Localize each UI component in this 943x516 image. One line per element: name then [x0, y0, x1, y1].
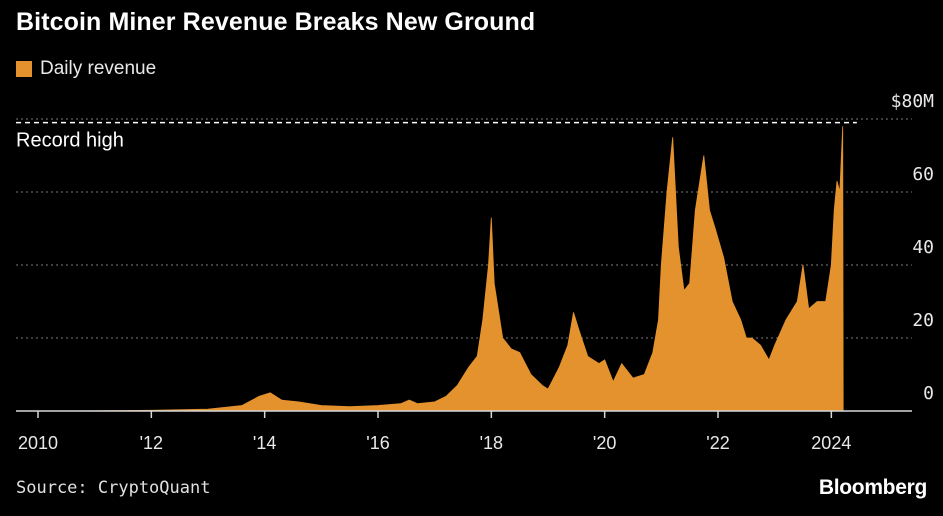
source-note: Source: CryptoQuant [16, 478, 211, 498]
x-tick-label: '14 [253, 433, 276, 453]
y-tick-label: 0 [923, 383, 934, 404]
x-tick-label: '22 [706, 433, 729, 453]
brand-logo: Bloomberg [818, 476, 927, 499]
x-tick-label: 2024 [811, 433, 851, 453]
series-area-daily-revenue [37, 126, 844, 412]
y-tick-label: 60 [912, 164, 934, 185]
chart-title: Bitcoin Miner Revenue Breaks New Ground [16, 8, 536, 36]
legend-swatch [16, 61, 32, 77]
x-tick-label: 2010 [18, 433, 58, 453]
x-tick-label: '16 [366, 433, 389, 453]
x-tick-label: '20 [593, 433, 616, 453]
record-high-label: Record high [16, 130, 124, 152]
x-tick-label: '12 [140, 433, 163, 453]
y-tick-label: 20 [912, 310, 934, 331]
x-tick-label: '18 [480, 433, 503, 453]
legend-label: Daily revenue [40, 58, 157, 79]
legend: Daily revenue [16, 58, 156, 80]
y-tick-label: $80M [891, 91, 935, 112]
y-tick-label: 40 [912, 237, 934, 258]
